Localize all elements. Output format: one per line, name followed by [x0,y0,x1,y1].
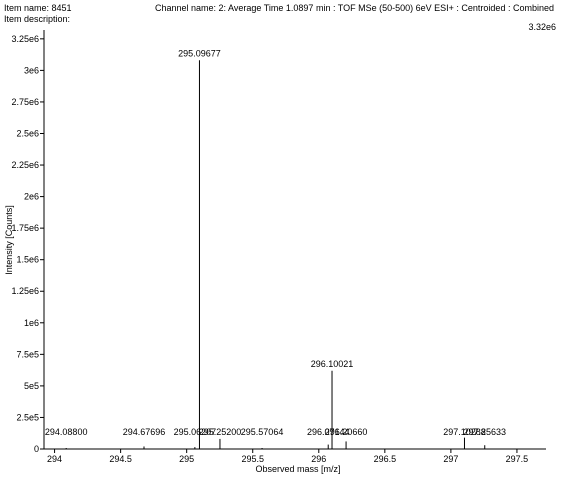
y-tick-label: 2.75e6 [11,97,39,107]
y-tick-label: 1e6 [24,318,39,328]
peak-label: 296.07144 [307,427,350,437]
y-tick-label: 2.5e5 [16,412,39,422]
x-tick-label: 297.5 [506,454,529,464]
y-tick-label: 5e5 [24,381,39,391]
y-tick-label: 7.5e5 [16,349,39,359]
item-description: Item description: [4,14,71,24]
peak-labels: 294.08800 294.67696 295.06207 295.09677 295.… [45,48,506,437]
peak-label: 297.10288 [443,427,486,437]
y-tick-label: 2e6 [24,192,39,202]
x-tick-label: 294 [47,454,62,464]
x-tick-label: 295.5 [241,454,264,464]
x-tick-label: 294.5 [109,454,132,464]
y-tick-label: 3e6 [24,65,39,75]
y-tick-label: 1.25e6 [11,286,39,296]
peak-label: 296.10021 [311,359,354,369]
x-tick-label: 295 [179,454,194,464]
peak-label: 295.57064 [241,427,284,437]
x-tick-label: 296.5 [374,454,397,464]
peak-label: 296.20660 [325,427,368,437]
y-tick-label: 2.25e6 [11,160,39,170]
x-axis-label: Observed mass [m/z] [255,464,340,474]
peak-label: 295.06207 [174,427,217,437]
max-intensity-label: 3.32e6 [528,22,556,32]
peak-label: 297.25633 [463,427,506,437]
x-tick-label: 296 [311,454,326,464]
y-tick-label: 0 [34,444,39,454]
y-tick-label: 2.5e6 [16,128,39,138]
peak-label: 295.25200 [199,427,242,437]
item-name: Item name: 8451 [4,3,72,13]
y-axis-label: Intensity [Counts] [4,205,14,275]
y-ticks: 0 2.5e5 5e5 7.5e5 1e6 1.25e6 1.5e6 1.75e6 2e6 2.2… [11,34,44,454]
y-tick-label: 1.75e6 [11,223,39,233]
x-ticks: 294 294.5 295 295.5 296 296.5 297 297.5 [47,449,528,464]
y-tick-label: 3.25e6 [11,34,39,44]
peak-label: 294.08800 [45,427,88,437]
peaks [65,60,486,449]
channel-name: Channel name: 2: Average Time 1.0897 min… [155,3,554,13]
x-tick-label: 297 [443,454,458,464]
y-tick-label: 1.5e6 [16,255,39,265]
peak-label: 294.67696 [123,427,166,437]
axes [43,30,546,450]
peak-label: 295.09677 [178,48,221,58]
